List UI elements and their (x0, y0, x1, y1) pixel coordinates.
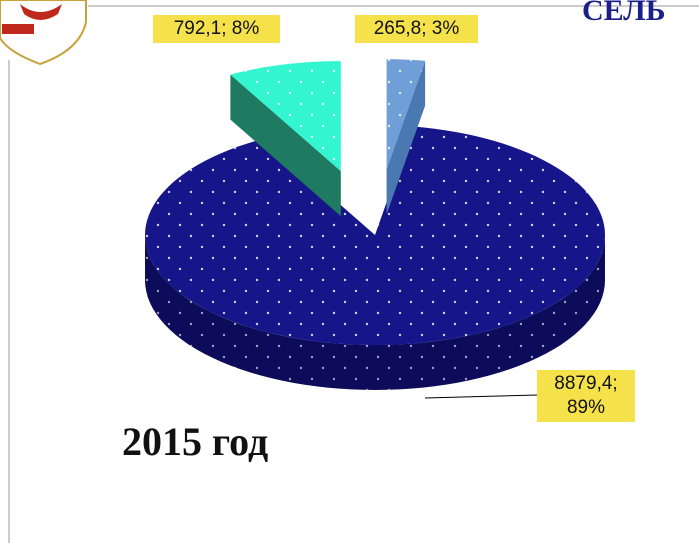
data-label: 8879,4; 89% (537, 370, 635, 422)
chart-title: СЕЛЬ (582, 0, 666, 27)
data-label: 792,1; 8% (153, 15, 280, 43)
slice-side (386, 60, 426, 215)
slice-texture (145, 126, 605, 345)
slice-texture (386, 59, 426, 170)
annotation: 2015 год (122, 419, 269, 464)
logo (0, 0, 87, 66)
slice-side (230, 74, 341, 217)
slice-texture (230, 61, 341, 172)
data-label: 265,8; 3% (355, 15, 478, 43)
slice-texture (145, 235, 605, 390)
leader-line (424, 394, 539, 399)
